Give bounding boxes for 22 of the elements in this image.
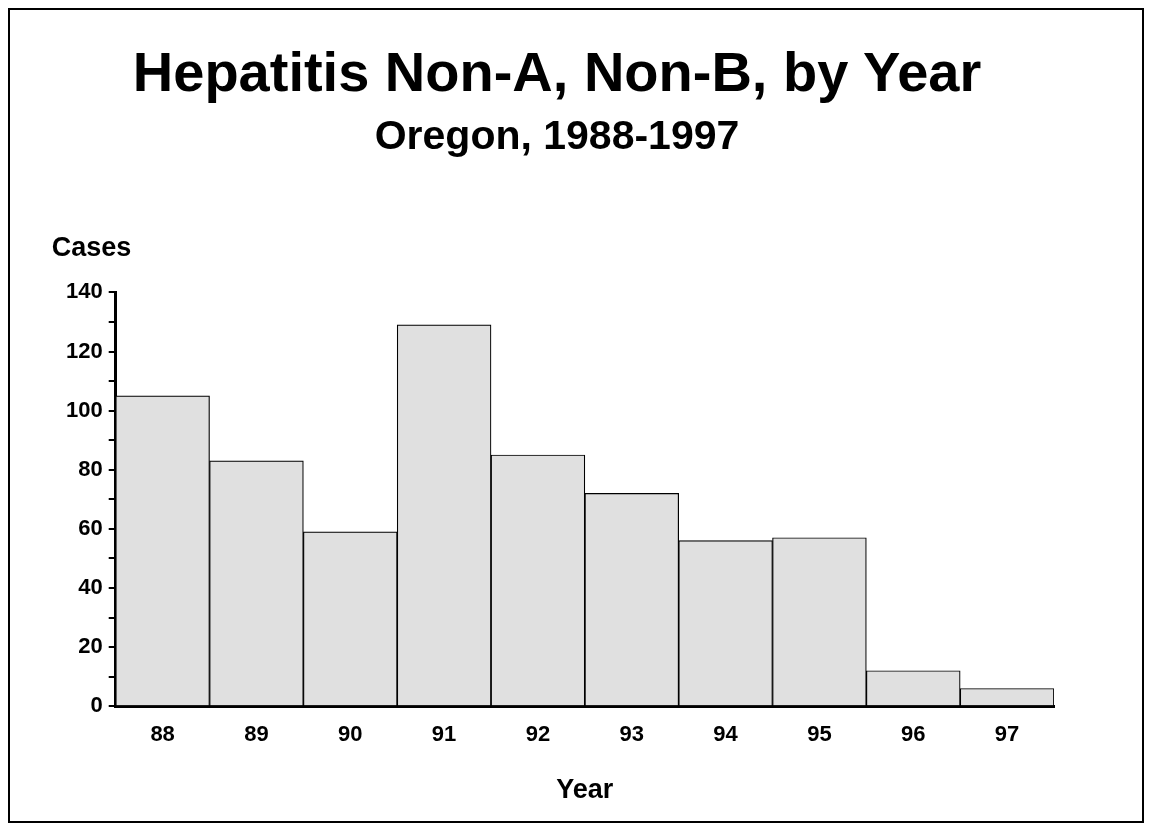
y-tick-label: 60: [78, 514, 103, 540]
x-tick-label: 93: [619, 721, 645, 747]
y-tick-label: 20: [78, 633, 103, 659]
x-tick-label: 90: [338, 721, 363, 747]
x-tick-label: 95: [807, 721, 832, 747]
x-tick-label: 88: [150, 721, 175, 747]
x-tick-label: 94: [713, 721, 739, 747]
y-tick-label: 40: [78, 574, 103, 600]
y-tick-label: 0: [90, 692, 103, 718]
x-tick-label: 92: [525, 721, 551, 747]
x-tick-label: 96: [901, 721, 926, 747]
x-tick-label: 91: [431, 721, 457, 747]
y-tick-label: 80: [78, 455, 103, 481]
chart-title: Hepatitis Non-A, Non-B, by Year: [132, 40, 982, 104]
x-tick-label: 89: [244, 721, 269, 747]
chart-subtitle: Oregon, 1988-1997: [374, 112, 740, 159]
y-tick-label: 120: [65, 337, 103, 363]
x-axis-title: Year: [556, 774, 614, 805]
x-tick-label: 97: [994, 721, 1020, 747]
y-axis-title: Cases: [51, 232, 132, 263]
y-tick-label: 140: [65, 278, 103, 304]
y-tick-label: 100: [65, 396, 103, 422]
